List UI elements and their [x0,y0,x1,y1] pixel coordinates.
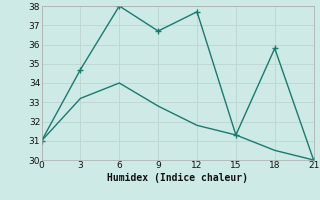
X-axis label: Humidex (Indice chaleur): Humidex (Indice chaleur) [107,173,248,183]
